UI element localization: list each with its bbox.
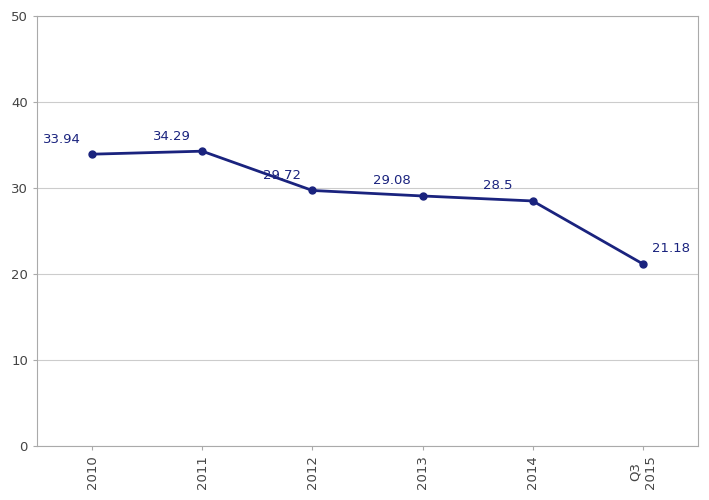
Text: 21.18: 21.18 [652,242,690,256]
Text: 29.08: 29.08 [373,174,411,188]
Text: 33.94: 33.94 [43,132,80,145]
Text: 34.29: 34.29 [152,130,191,142]
Text: 28.5: 28.5 [483,180,513,192]
Text: 29.72: 29.72 [263,169,301,182]
